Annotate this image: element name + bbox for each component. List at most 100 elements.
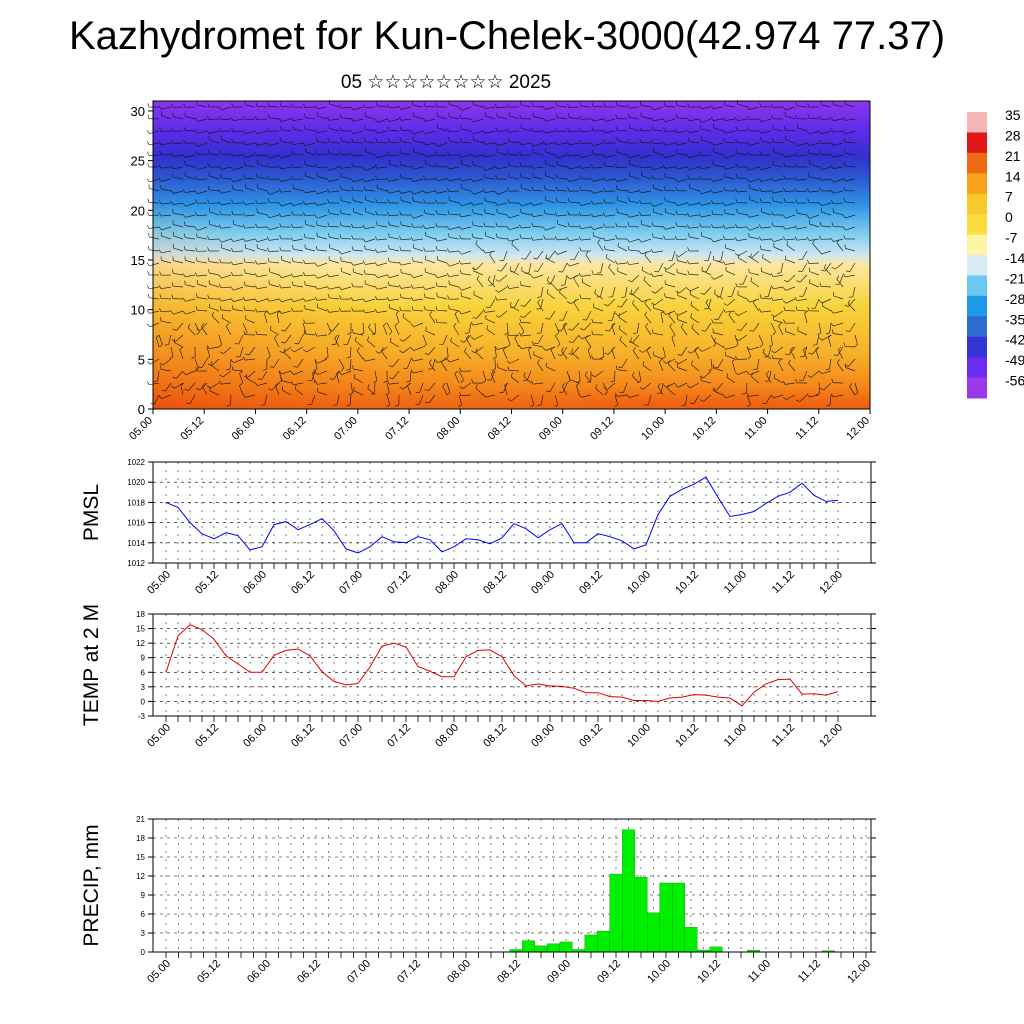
wind-barb [797,298,808,302]
wind-barb [341,166,352,169]
wind-barb-flag [291,281,294,286]
wind-barb [353,130,364,135]
wind-barb [562,262,568,273]
colorbar-label: -14 [1005,250,1024,266]
wind-barb-flag [374,308,378,313]
wind-barb-flag [778,358,782,363]
wind-barb-flag [147,114,150,119]
wind-barb-flag [243,330,246,335]
wind-barb-flag [410,357,414,362]
wind-barb-flag [483,173,486,178]
wind-barb-flag [618,325,621,329]
wind-barb [617,369,628,372]
wind-barb-flag [782,106,786,111]
wind-barb-flag [843,162,846,167]
wind-barb [317,214,328,219]
wind-barb [761,310,772,313]
wind-barb-flag [628,196,630,202]
wind-barb [528,262,532,273]
wind-barb [689,226,700,229]
wind-barb [392,358,400,368]
wind-barb-flag [833,354,838,356]
wind-barb-flag [650,106,654,111]
wind-barb-flag [771,222,774,227]
wind-barb [836,278,844,288]
wind-barb-flag [158,212,162,217]
x-tick-label: 07.00 [337,722,365,750]
wind-barb-flag [711,223,714,228]
wind-barb-flag [724,101,726,106]
wind-barb-flag [453,323,457,327]
wind-barb [749,236,760,240]
wind-barb-flag [712,388,717,391]
x-tick-label: 09.00 [529,569,557,597]
wind-barb-flag [817,332,822,336]
wind-barb-flag [571,348,574,353]
wind-barb-flag [831,222,834,227]
wind-barb [607,382,616,390]
wind-barb-flag [747,115,750,120]
wind-barb-flag [782,300,787,304]
wind-barb [593,178,604,182]
wind-barb-flag [274,334,278,339]
wind-barb [785,201,796,204]
wind-barb [514,262,520,273]
wind-barb [822,334,832,341]
wind-barb-flag [422,152,426,157]
wind-barb-flag [842,273,846,278]
wind-barb-flag [302,189,306,194]
wind-barb-flag [327,149,330,154]
wind-barb-flag [794,187,798,192]
wind-barb [717,310,724,320]
wind-barb-flag [195,306,198,311]
wind-barb-flag [399,211,402,216]
wind-barb-flag [292,245,294,250]
wind-barb-flag [747,404,751,408]
wind-barb [837,350,844,360]
wind-barb-flag [836,239,840,244]
wind-barb [554,322,560,333]
wind-barb [353,332,364,336]
wind-barb [608,267,616,276]
wind-barb-flag [278,370,282,375]
wind-barb [161,250,172,254]
wind-barb [473,334,484,340]
wind-barb-flag [633,332,638,334]
wind-barb [160,297,172,300]
wind-barb [815,349,820,360]
wind-barb-flag [459,386,464,389]
wind-barb-flag [446,225,450,230]
wind-barb [773,238,784,243]
wind-barb-flag [657,382,661,387]
wind-barb-flag [347,332,352,335]
x-tick-label: 05.00 [145,958,173,986]
wind-barb [581,238,592,241]
wind-barb-flag [338,104,342,109]
wind-barb-flag [290,298,294,302]
wind-barb-flag [267,102,270,107]
wind-barb-flag [723,235,726,240]
wind-barb-flag [652,233,654,238]
wind-barb [413,166,424,170]
wind-barb [773,164,784,168]
wind-barb [713,274,724,280]
colorbar-swatch [967,112,987,133]
wind-barb [185,154,196,158]
wind-barb-flag [584,371,588,376]
wind-barb [461,286,472,291]
wind-barb [701,139,712,144]
wind-barb-flag [172,328,177,331]
wind-barb [293,202,304,207]
wind-barb-flag [219,258,222,264]
wind-barb-flag [388,377,393,380]
wind-barb-flag [819,115,822,120]
wind-barb [173,190,184,194]
wind-barb [676,238,688,241]
wind-barb [605,118,616,122]
wind-barb-flag [290,273,294,278]
wind-barb [690,382,700,389]
wind-barb [161,166,172,169]
wind-barb [629,238,640,243]
wind-barb-flag [519,151,522,156]
wind-barb-flag [699,175,702,180]
